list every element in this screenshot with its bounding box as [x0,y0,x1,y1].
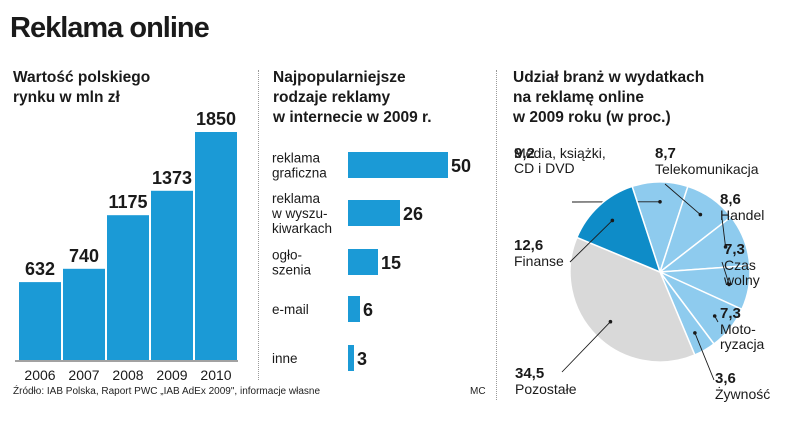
bar [151,190,193,360]
bar-value-label: 1373 [152,168,192,188]
industry-share-title-line: w 2009 roku (w proc.) [513,109,671,126]
bar-value-label: 26 [403,204,423,224]
market-value-title-line: rynku w mln zł [13,89,120,106]
industry-share-title-line: Udział branż w wydatkach [513,69,705,86]
leader-dot [608,319,613,324]
ad-types-title-line: Najpopularniejsze [273,69,406,86]
leader-dot [658,200,662,204]
slice-value-label: 34,5 [515,365,544,382]
leader-line [721,261,730,285]
slice-label: Pozostałe [515,381,577,397]
bar [195,132,237,360]
ad-types-title: Najpopularniejsze rodzaje reklamy w inte… [273,68,432,128]
x-tick-label: 2007 [68,367,99,383]
slice-value-label: 7,3 [724,241,745,258]
category-label: inne [272,351,298,366]
x-tick-label: 2010 [200,367,231,383]
slice-label: Telekomunikacja [655,161,759,177]
leader-line [721,217,726,247]
category-label: reklama [272,151,321,166]
slice-value-label: 8,7 [655,145,676,162]
leader-dot [712,314,717,318]
leader-line [561,321,611,373]
bar-value-label: 740 [69,246,99,266]
bar-value-label: 1850 [196,109,236,129]
panel-divider [496,70,497,400]
slice-label: Finanse [514,253,564,269]
leader-dot [610,218,615,223]
category-label: reklama [272,191,321,206]
ad-types-title-line: rodzaje reklamy [273,89,391,106]
slice-value-label: 3,6 [715,370,736,387]
slice-label: Handel [720,207,764,223]
bar-value-label: 50 [451,156,471,176]
credit-mark: MC [470,386,486,397]
bar-value-label: 6 [363,300,373,320]
bar-value-label: 15 [381,253,401,273]
bar [107,215,149,360]
industry-share-title-line: na reklamę online [513,89,644,106]
x-tick-label: 2006 [24,367,55,383]
industry-share-title: Udział branż w wydatkach na reklamę onli… [513,68,704,128]
bar [348,345,354,371]
category-label: graficzna [272,166,327,181]
leader-line [694,332,715,381]
market-value-title: Wartość polskiego rynku w mln zł [13,68,150,108]
bar [348,249,378,275]
slice-label: ryzacja [720,336,765,352]
category-label: e-mail [272,302,309,317]
leader-dot [723,245,728,249]
bar [19,282,61,360]
slice-label: CD i DVD [514,160,575,176]
page-title: Reklama online [10,12,210,44]
category-label: w wyszu- [271,206,328,221]
market-value-chart: 632 2006 740 2007 1175 2008 1373 2009 1850 2010 [15,109,238,383]
source-note: Źródło: IAB Polska, Raport PWC „IAB AdEx… [13,386,321,397]
bar [63,268,105,360]
category-label: ogło- [272,248,302,263]
category-label: szenia [272,263,312,278]
slice-value-label: 12,6 [514,237,543,254]
slice-label: Media, książki, [514,145,606,161]
slice-label: wolny [723,272,760,288]
bar [348,200,400,226]
x-tick-label: 2009 [156,367,187,383]
ad-types-title-line: w internecie w 2009 r. [273,109,432,126]
category-label: kiwarkach [272,221,332,236]
slice-label: Żywność [715,385,770,402]
leader-line [664,183,701,215]
x-tick-label: 2008 [112,367,143,383]
bar [348,296,360,322]
leader-dot [698,212,703,217]
slice-value-label: 8,6 [720,191,741,208]
slice-value-label: 7,3 [720,305,741,322]
leader-dot [727,282,731,287]
pie-slice [575,185,662,274]
bar-value-label: 1175 [108,192,147,212]
bar-value-label: 632 [25,259,55,279]
bar [348,152,448,178]
slice-value-label: 9,2 [514,145,535,162]
leader-dot [693,331,697,335]
bar-value-label: 3 [357,349,367,369]
leader-line [569,220,613,263]
slice-label: Moto- [720,321,756,337]
slice-label: Czas [724,257,756,273]
market-value-title-line: Wartość polskiego [13,69,151,86]
panel-divider [258,70,259,380]
